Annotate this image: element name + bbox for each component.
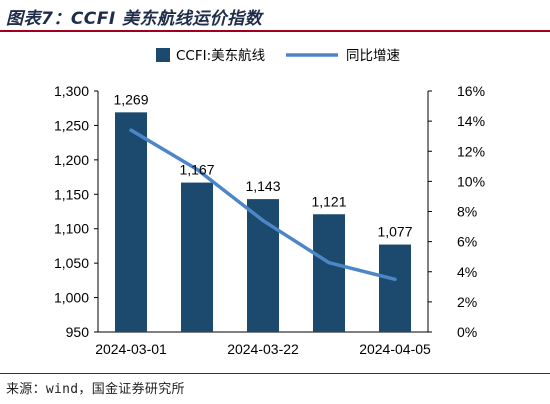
y-left-tick-label: 1,150 bbox=[54, 186, 89, 202]
chart: CCFI:美东航线 同比增速 950 1,000 1,050 1,100 1,150 1,2… bbox=[54, 48, 485, 357]
legend-swatch-bar bbox=[156, 48, 170, 62]
y-left-tick-label: 1,300 bbox=[54, 83, 89, 99]
legend-label-bar: CCFI:美东航线 bbox=[176, 48, 265, 64]
bar-data-label: 1,269 bbox=[113, 91, 148, 107]
y-left-tick-label: 950 bbox=[66, 324, 90, 340]
y-right-tick-label: 10% bbox=[457, 173, 485, 189]
legend-label-line: 同比增速 bbox=[346, 48, 400, 64]
x-tick-label: 2024-04-05 bbox=[359, 341, 431, 357]
bar-data-label: 1,167 bbox=[179, 162, 214, 178]
bar bbox=[313, 214, 345, 332]
x-tick-label: 2024-03-22 bbox=[227, 341, 299, 357]
bar-series bbox=[115, 112, 411, 333]
y-right-tick-label: 8% bbox=[457, 204, 477, 220]
bar bbox=[379, 244, 411, 332]
legend: CCFI:美东航线 同比增速 bbox=[156, 48, 400, 64]
y-right-tick-label: 6% bbox=[457, 234, 477, 250]
y-right-tick-label: 2% bbox=[457, 294, 477, 310]
bar-data-label: 1,121 bbox=[311, 193, 346, 209]
line-series bbox=[129, 128, 397, 282]
axes: 950 1,000 1,050 1,100 1,150 1,200 1,250 1,300 0%… bbox=[54, 83, 485, 357]
x-tick-label: 2024-03-01 bbox=[95, 341, 167, 357]
y-right-tick-label: 0% bbox=[457, 324, 477, 340]
y-right-tick-label: 12% bbox=[457, 143, 485, 159]
bar bbox=[181, 182, 213, 332]
source-rule bbox=[0, 373, 550, 374]
bar-data-label: 1,077 bbox=[377, 224, 412, 240]
y-right-tick-label: 16% bbox=[457, 83, 485, 99]
y-right-tick-label: 4% bbox=[457, 264, 477, 280]
title-rule bbox=[0, 30, 550, 32]
y-right-tick-label: 14% bbox=[457, 113, 485, 129]
figure-title: 图表7：CCFI 美东航线运价指数 bbox=[6, 9, 263, 29]
bar-data-label: 1,143 bbox=[245, 178, 280, 194]
y-left-tick-label: 1,200 bbox=[54, 152, 89, 168]
y-left-tick-label: 1,000 bbox=[54, 290, 89, 306]
source-note: 来源：wind，国金证券研究所 bbox=[6, 382, 185, 397]
y-left-tick-label: 1,100 bbox=[54, 221, 89, 237]
y-left-tick-label: 1,250 bbox=[54, 117, 89, 133]
bar bbox=[115, 112, 147, 333]
data-labels: 1,269 1,167 1,143 1,121 1,077 bbox=[113, 91, 412, 239]
y-left-tick-label: 1,050 bbox=[54, 255, 89, 271]
